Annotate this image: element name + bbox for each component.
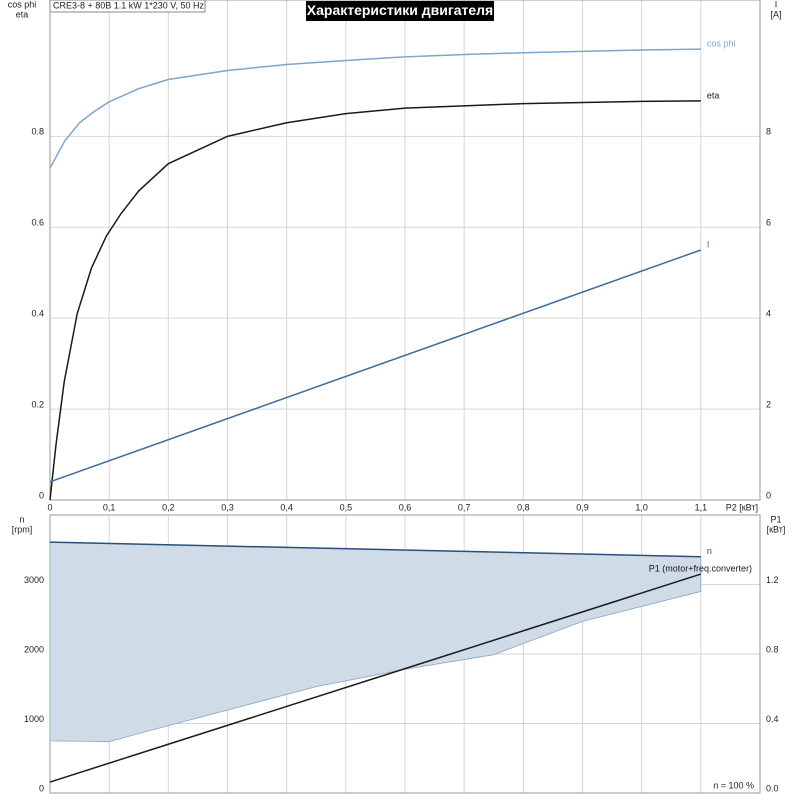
series-label: P1 (motor+freq.converter) (649, 563, 752, 573)
series-line (49, 48, 701, 169)
y2-axis-label: P1 (770, 514, 781, 524)
y-tick-label: 0.2 (31, 399, 44, 409)
series-line (49, 249, 702, 483)
x-tick-label: 0 (47, 502, 52, 512)
x-tick-label: 0,1 (103, 502, 116, 512)
y2-axis-label: I (775, 0, 778, 9)
y-axis-label: cos phi (8, 0, 37, 9)
y-axis-label: eta (16, 9, 29, 19)
x-tick-label: 0,3 (221, 502, 234, 512)
y2-tick-label: 2 (766, 399, 771, 409)
y2-tick-label: 8 (766, 127, 771, 137)
y-tick-label: 0.8 (31, 127, 44, 137)
y2-tick-label: 0.8 (766, 644, 779, 654)
y-tick-label: 0.6 (31, 218, 44, 228)
y2-tick-label: 6 (766, 218, 771, 228)
x-tick-label: 0,9 (576, 502, 589, 512)
y-tick-label: 2000 (24, 644, 44, 654)
x-tick-label: 0,4 (280, 502, 293, 512)
y-axis-label: n (19, 514, 24, 524)
x-tick-label: 1,1 (695, 502, 708, 512)
series-label: I (707, 239, 710, 249)
y2-tick-label: 1.2 (766, 575, 779, 585)
annotation: n = 100 % (713, 780, 754, 790)
x-tick-label: 0,6 (399, 502, 412, 512)
subtitle: CRE3-8 + 80B 1.1 kW 1*230 V, 50 Hz (53, 0, 205, 10)
title-box (306, 1, 494, 21)
y-tick-label: 0 (39, 490, 44, 500)
x-axis-label: P2 [кВт] (726, 502, 758, 512)
y-tick-label: 0 (39, 783, 44, 793)
series-line (49, 100, 701, 501)
y2-tick-label: 0.0 (766, 783, 779, 793)
series-line (49, 541, 701, 558)
x-tick-label: 0,8 (517, 502, 530, 512)
y2-axis-label: [A] (770, 9, 781, 19)
series-label: n (707, 546, 712, 556)
x-tick-label: 0,2 (162, 502, 175, 512)
y2-tick-label: 0.4 (766, 714, 779, 724)
x-tick-label: 0,7 (458, 502, 471, 512)
x-tick-label: 0,5 (340, 502, 353, 512)
y-tick-label: 1000 (24, 714, 44, 724)
series-label: eta (707, 90, 720, 100)
y2-axis-label: [кВт] (767, 524, 786, 534)
x-tick-label: 1,0 (635, 502, 648, 512)
y2-tick-label: 0 (766, 490, 771, 500)
y2-tick-label: 4 (766, 309, 771, 319)
chart-title: Характеристики двигателя (307, 2, 493, 18)
top-frame (49, 0, 761, 501)
y-tick-label: 0.4 (31, 309, 44, 319)
subtitle-box (49, 0, 206, 13)
y-axis-label: [rpm] (12, 524, 33, 534)
series-label: cos phi (707, 38, 736, 48)
series-line (49, 573, 702, 783)
y-tick-label: 3000 (24, 575, 44, 585)
range-band (49, 541, 702, 742)
